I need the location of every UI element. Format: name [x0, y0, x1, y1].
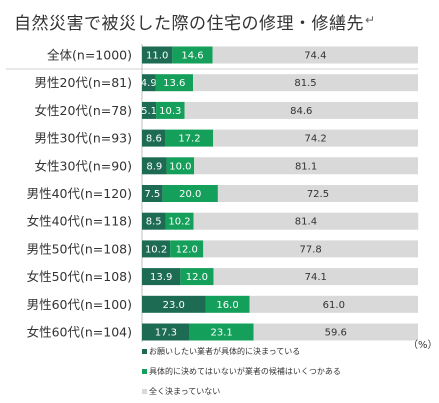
bar-segment	[217, 185, 418, 202]
bar-segment	[172, 46, 213, 64]
category-label: 男性60代(n=100)	[27, 297, 132, 312]
category-label: 女性30代(n=90)	[35, 158, 132, 173]
data-label: 4.9	[141, 78, 157, 89]
data-label: 23.1	[210, 328, 232, 339]
bar-segment	[142, 157, 167, 175]
data-label: 8.5	[146, 217, 162, 228]
category-label: 女性50代(n=108)	[27, 269, 132, 284]
legend-swatch-series-3	[142, 389, 147, 394]
data-label: 17.3	[155, 328, 177, 339]
bar-segment	[142, 240, 171, 258]
bar-segment	[205, 295, 250, 313]
data-label: 23.0	[163, 300, 185, 311]
category-label: 女性40代(n=118)	[27, 214, 132, 229]
bar-segment	[142, 295, 206, 313]
category-label: 女性60代(n=104)	[27, 325, 132, 340]
bar-segment	[165, 129, 214, 147]
data-label: 13.6	[163, 78, 185, 89]
category-label: 全体(n=1000)	[47, 48, 132, 63]
category-label: 男性20代(n=81)	[35, 75, 132, 90]
bar-segment	[142, 101, 157, 119]
bar-segment	[249, 295, 418, 313]
bar-segment	[170, 240, 204, 258]
data-label: 59.6	[325, 328, 347, 339]
legend-swatch-series-1	[142, 349, 147, 354]
bar-segment	[142, 268, 181, 286]
data-label: 84.6	[290, 106, 312, 117]
data-label: 20.0	[179, 189, 201, 200]
data-label: 77.8	[300, 244, 322, 255]
data-label: 61.0	[323, 300, 345, 311]
legend-swatch-series-2	[142, 369, 147, 374]
category-label: 男性50代(n=108)	[27, 241, 132, 256]
data-label: 7.5	[144, 189, 160, 200]
bar-segment	[194, 157, 418, 175]
data-label: 81.4	[295, 217, 317, 228]
legend-label-series-3: 全く決まっていない	[149, 387, 221, 396]
bar-segment	[142, 129, 166, 147]
data-label: 17.2	[178, 134, 200, 145]
data-label: 74.4	[304, 51, 326, 62]
bar-segment	[213, 268, 418, 286]
bar-segment	[155, 74, 194, 92]
legend-item-series-3: 全く決まっていない	[142, 386, 220, 397]
category-label: 男性30代(n=93)	[35, 131, 132, 146]
data-label: 74.2	[304, 134, 326, 145]
bar-segment	[162, 185, 218, 202]
bar-segment	[212, 46, 418, 64]
bar-segment	[142, 46, 173, 64]
data-label: 12.0	[186, 272, 208, 283]
data-label: 81.5	[294, 78, 316, 89]
category-label: 女性20代(n=78)	[35, 103, 132, 118]
data-label: 14.6	[181, 51, 203, 62]
bar-segment	[193, 74, 418, 92]
bar-segment	[156, 101, 185, 119]
bar-segment	[213, 129, 418, 147]
bar-segment	[184, 101, 418, 119]
unit-label: （%）	[408, 340, 438, 351]
bar-segment	[203, 240, 418, 258]
bar-segment	[253, 323, 418, 341]
legend-label-series-1: お願いしたい業者が具体的に決まっている	[149, 347, 301, 356]
data-label: 72.5	[307, 189, 329, 200]
data-label: 81.1	[295, 161, 317, 172]
data-label: 12.0	[176, 244, 198, 255]
bar-segment	[142, 323, 190, 341]
data-label: 10.2	[145, 244, 167, 255]
data-label: 10.3	[159, 106, 181, 117]
bar-segment	[142, 212, 166, 230]
bar-segment	[142, 74, 156, 92]
bar-segment	[180, 268, 214, 286]
data-label: 8.6	[146, 134, 162, 145]
legend-label-series-2: 具体的に決めてはいないが業者の候補はいくつかある	[149, 367, 341, 376]
data-label: 74.1	[305, 272, 327, 283]
data-label: 16.0	[216, 300, 238, 311]
data-label: 13.9	[150, 272, 172, 283]
data-label: 11.0	[146, 51, 168, 62]
chart-title: 自然災害で被災した際の住宅の修理・修繕先	[14, 14, 364, 34]
data-label: 10.0	[169, 161, 191, 172]
category-label: 男性40代(n=120)	[27, 186, 132, 201]
bar-segment	[189, 323, 254, 341]
legend-item-series-2: 具体的に決めてはいないが業者の候補はいくつかある	[142, 366, 341, 377]
data-label: 5.1	[141, 106, 157, 117]
legend-item-series-1: お願いしたい業者が具体的に決まっている	[142, 346, 300, 357]
bar-segment	[165, 212, 194, 230]
data-label: 10.2	[168, 217, 190, 228]
data-label: 8.9	[146, 161, 162, 172]
bar-segment	[166, 157, 195, 175]
return-mark-icon: ↵	[365, 13, 376, 27]
bar-segment	[142, 185, 163, 202]
bar-segment	[193, 212, 419, 230]
